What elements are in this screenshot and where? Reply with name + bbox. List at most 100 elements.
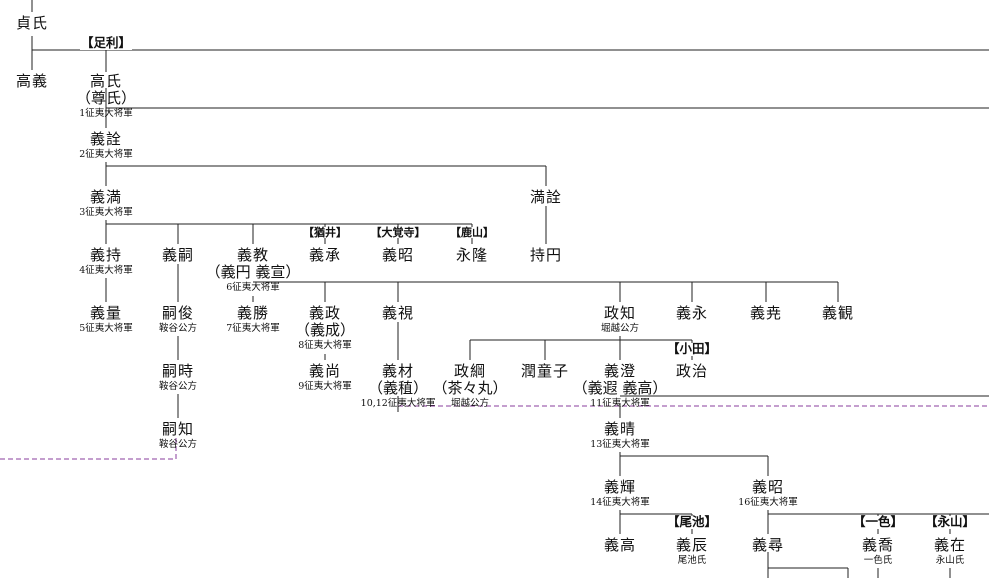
person-yoshiakira: 義詮 2征夷大将軍 xyxy=(79,132,133,160)
person-tsuguyoshi: 嗣俊 鞍谷公方 xyxy=(159,306,197,334)
person-name: 潤童子 xyxy=(520,362,570,380)
person-name: 義教 xyxy=(236,246,269,264)
person-name: 嗣知 xyxy=(161,420,195,438)
person-gikan: 義観 xyxy=(822,306,854,321)
person-name: 義昭 xyxy=(381,246,415,264)
person-name: 義高 xyxy=(603,536,637,554)
person-takayoshi: 高義 xyxy=(16,74,48,89)
person-name: 義澄 xyxy=(603,362,636,380)
person-masatomo: 政知 堀越公方 xyxy=(601,306,639,334)
person-alias: （義円 義宣） xyxy=(205,263,301,281)
person-name: 義政 xyxy=(308,304,342,322)
person-title: 3征夷大将軍 xyxy=(79,207,133,218)
person-gisho: 義承 xyxy=(309,248,341,263)
person-yoshitsugu: 義嗣 xyxy=(162,248,194,263)
person-alias: （義成） xyxy=(294,321,356,339)
person-chachamaru: 政綱 （茶々丸） 堀越公方 xyxy=(432,364,507,409)
person-name: 義喬 xyxy=(861,536,895,554)
clan-label-shikayama: 【鹿山】 xyxy=(449,226,495,239)
person-name: 政知 xyxy=(603,304,637,322)
person-title: 2征夷大将軍 xyxy=(79,149,133,160)
person-title: 永山氏 xyxy=(935,555,965,566)
clan-label-kitsuregawa: 【猶井】 xyxy=(302,226,348,239)
person-name: 義在 xyxy=(933,536,967,554)
person-name: 義尭 xyxy=(749,304,783,322)
person-name: 義観 xyxy=(821,304,855,322)
person-yoshihiro: 義尋 xyxy=(752,538,784,553)
person-name: 義永 xyxy=(675,304,709,322)
person-title: 堀越公方 xyxy=(450,398,490,409)
person-name: 義輝 xyxy=(603,478,636,496)
clan-label-nagayama: 【永山】 xyxy=(923,514,977,529)
person-name: 義辰 xyxy=(675,536,709,554)
clan-label-isshiki: 【一色】 xyxy=(851,514,905,529)
person-sadauji: 貞氏 xyxy=(16,16,48,31)
person-name: 義尋 xyxy=(751,536,785,554)
person-name: 嗣俊 xyxy=(161,304,195,322)
person-title: 5征夷大将軍 xyxy=(79,323,133,334)
person-name: 貞氏 xyxy=(15,14,49,32)
person-alias: （茶々丸） xyxy=(432,379,508,397)
person-name: 義持 xyxy=(89,246,123,264)
person-jien: 持円 xyxy=(530,248,562,263)
person-yoshiki: 義材 （義稙） 10,12征夷大将軍 xyxy=(361,364,436,409)
person-takauji: 高氏 （尊氏） 1征夷大将軍 xyxy=(76,74,136,119)
person-yoshiteru: 義輝 14征夷大将軍 xyxy=(590,480,650,508)
person-masaharu: 政治 xyxy=(676,364,708,379)
person-mitsuakira: 満詮 xyxy=(530,190,562,205)
person-yoshiari: 義在 永山氏 xyxy=(934,538,966,566)
person-title: 11征夷大将軍 xyxy=(590,398,650,409)
person-alias: （義稙） xyxy=(367,379,429,397)
person-gisho2: 義昭 xyxy=(382,248,414,263)
clan-label-oda: 【小田】 xyxy=(665,341,719,356)
person-name: 嗣時 xyxy=(161,362,195,380)
person-name: 義材 xyxy=(381,362,415,380)
person-eiryu: 永隆 xyxy=(456,248,488,263)
person-yoshinori: 義教 （義円 義宣） 6征夷大将軍 xyxy=(206,248,301,293)
person-name: 義視 xyxy=(381,304,415,322)
person-title: 16征夷大将軍 xyxy=(738,497,798,508)
person-yoshikazu: 義量 5征夷大将軍 xyxy=(79,306,133,334)
person-title: 6征夷大将軍 xyxy=(226,282,280,293)
person-yoshitoki: 義辰 尾池氏 xyxy=(676,538,708,566)
person-title: 鞍谷公方 xyxy=(158,381,198,392)
person-name: 義承 xyxy=(308,246,342,264)
person-yoshikatsu: 義勝 7征夷大将軍 xyxy=(226,306,280,334)
person-giyao: 義尭 xyxy=(750,306,782,321)
person-title: 7征夷大将軍 xyxy=(226,323,280,334)
person-name: 義晴 xyxy=(603,420,636,438)
person-tsugutoki: 嗣時 鞍谷公方 xyxy=(159,364,197,392)
person-alias: （義遐 義高） xyxy=(572,379,668,397)
person-title: 4征夷大将軍 xyxy=(79,265,133,276)
person-name: 義満 xyxy=(89,188,123,206)
person-name: 義勝 xyxy=(236,304,270,322)
person-name: 高氏 xyxy=(89,72,123,90)
person-title: 13征夷大将軍 xyxy=(590,439,650,450)
person-name: 政治 xyxy=(675,362,709,380)
person-yoshizumi: 義澄 （義遐 義高） 11征夷大将軍 xyxy=(573,364,668,409)
person-yoshimasa: 義政 （義成） 8征夷大将軍 xyxy=(295,306,355,351)
person-name: 義詮 xyxy=(89,130,123,148)
person-junkoshi: 潤童子 xyxy=(521,364,569,379)
person-yoshimi: 義視 xyxy=(382,306,414,321)
person-yoshika: 義喬 一色氏 xyxy=(862,538,894,566)
person-name: 義嗣 xyxy=(161,246,195,264)
person-yoshiaki: 義昭 16征夷大将軍 xyxy=(738,480,798,508)
person-title: 1征夷大将軍 xyxy=(79,108,133,119)
person-title: 鞍谷公方 xyxy=(158,439,198,450)
person-name: 永隆 xyxy=(455,246,489,264)
person-name: 義尚 xyxy=(308,362,342,380)
person-title: 一色氏 xyxy=(863,555,893,566)
person-yoshihisa: 義尚 9征夷大将軍 xyxy=(298,364,352,392)
person-title: 8征夷大将軍 xyxy=(298,340,352,351)
person-alias: （尊氏） xyxy=(75,89,137,107)
person-title: 9征夷大将軍 xyxy=(298,381,352,392)
person-yoshimochi: 義持 4征夷大将軍 xyxy=(79,248,133,276)
person-title: 堀越公方 xyxy=(600,323,640,334)
clan-label-daikakuji: 【大覚寺】 xyxy=(369,226,427,239)
person-name: 高義 xyxy=(15,72,49,90)
person-gie: 義永 xyxy=(676,306,708,321)
person-name: 持円 xyxy=(529,246,563,264)
person-yoshiharu: 義晴 13征夷大将軍 xyxy=(590,422,650,450)
